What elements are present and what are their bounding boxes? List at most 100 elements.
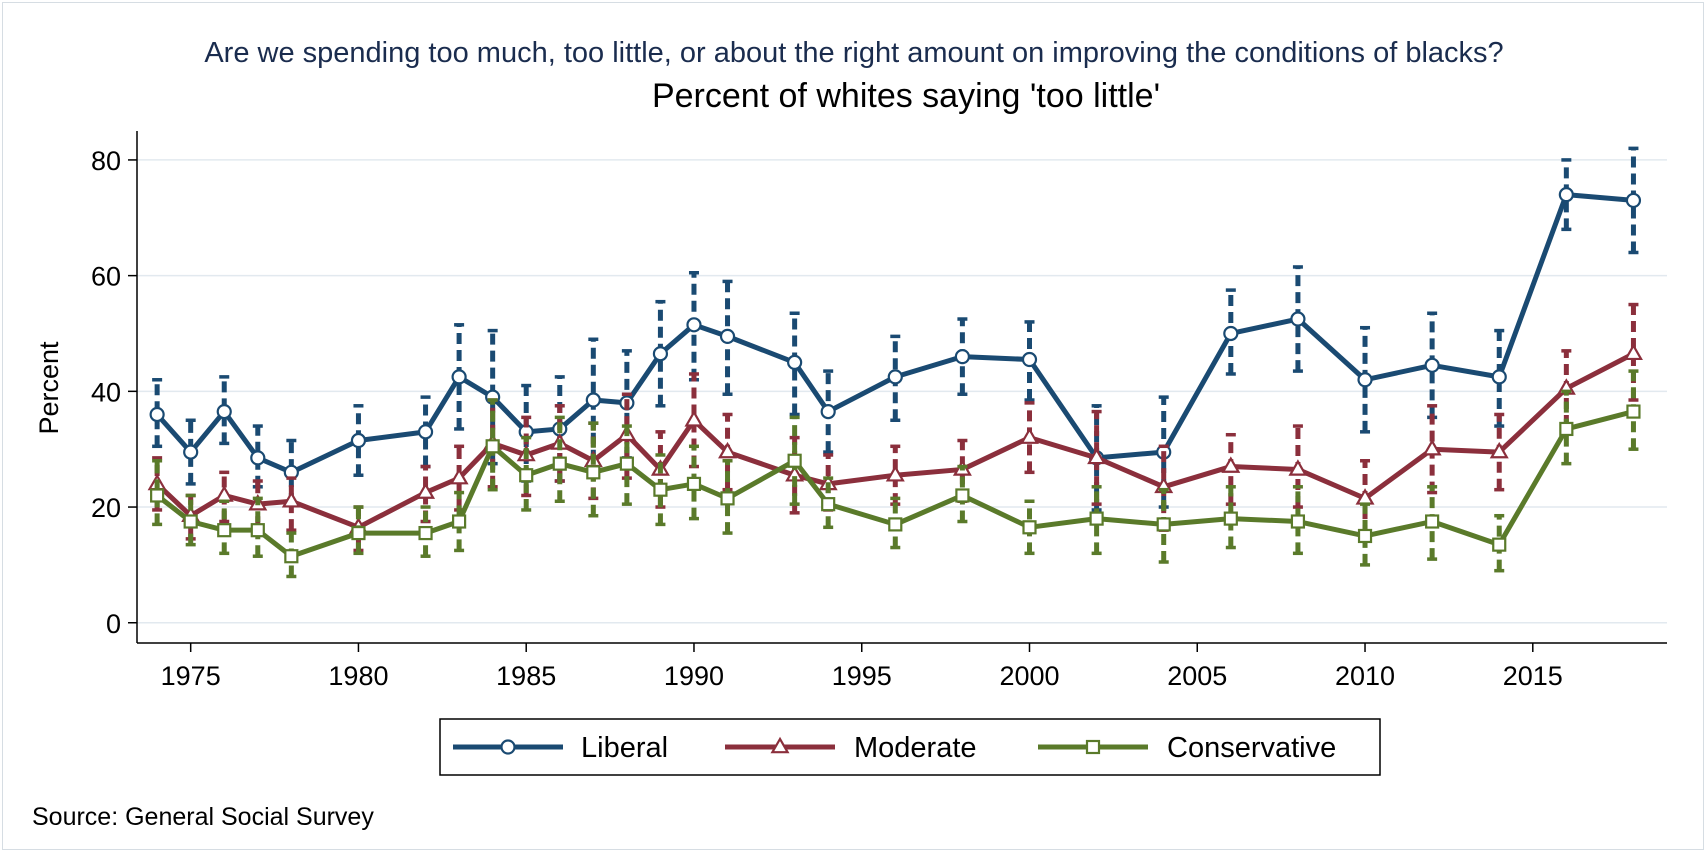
y-tick-label: 0 [106,609,121,639]
x-axis-ticks: 1975 1980 1985 1990 1995 2000 2005 2010 2015 [161,643,1563,691]
conservative-point [1089,511,1104,526]
series-conservative [150,369,1641,579]
x-tick-label: 1995 [832,661,892,691]
conservative-point [217,523,232,538]
liberal-point [887,369,903,385]
moderate-point [684,410,704,427]
y-tick-label: 40 [91,377,121,407]
moderate-point [1623,343,1643,361]
conservative-point [250,523,265,538]
moderate-point [1422,438,1442,456]
conservative-point [888,517,903,532]
conservative-point [552,456,567,471]
x-tick-label: 2005 [1167,661,1227,691]
y-tick-label: 20 [91,493,121,523]
moderate-point [718,441,738,459]
liberal-point [787,354,803,371]
legend-label-liberal: Liberal [581,732,668,764]
legend-box [439,718,1381,776]
liberal-point [719,328,736,344]
source-note: Source: General Social Survey [32,803,374,831]
conservative-point [485,439,500,454]
conservative-point [1626,404,1641,419]
y-tick-label: 80 [91,146,121,176]
moderate-point [281,491,301,508]
liberal-point [1424,357,1440,373]
conservative-point [150,488,165,503]
conservative-point [1357,528,1373,544]
moderate-point [1489,441,1509,459]
y-axis-ticks: 0 20 40 60 80 [91,146,137,639]
legend-marker-conservative [1085,739,1101,755]
liberal-point [417,424,434,440]
conservative-point [1559,421,1574,437]
liberal-point [686,317,702,333]
conservative-point [1223,511,1238,526]
conservative-point [653,482,668,497]
conservative-point [452,514,467,529]
moderate-point [1019,427,1040,444]
x-tick-label: 1980 [328,661,388,691]
liberal-point [1625,192,1642,209]
moderate-point [416,482,436,499]
conservative-point [1156,517,1171,532]
liberal-point [1357,372,1373,388]
x-tick-label: 2010 [1335,661,1395,691]
chart-subtitle: Percent of whites saying 'too little' [652,77,1160,115]
conservative-point [821,497,836,512]
conservative-point [519,468,534,483]
liberal-point [350,432,367,449]
conservative-point [619,456,634,471]
x-tick-label: 1975 [161,661,221,691]
conservative-point [586,465,601,480]
x-tick-label: 2000 [999,661,1059,691]
x-tick-label: 1990 [664,661,724,691]
x-tick-label: 1985 [496,661,556,691]
liberal-point [954,349,970,365]
conservative-point [1290,514,1306,529]
moderate-point [214,485,234,502]
conservative-point [1425,514,1440,529]
liberal-point [1223,325,1239,342]
moderate-point [885,465,905,482]
liberal-point [820,403,836,420]
conservative-point [418,525,433,541]
moderate-line [155,351,1635,530]
liberal-point [1290,311,1306,327]
legend-label-conservative: Conservative [1167,732,1336,764]
liberal-point [585,392,601,408]
liberal-point [183,444,199,460]
moderate-point [449,467,469,485]
conservative-line [155,409,1635,559]
liberal-point [1491,369,1507,385]
moderate-point [1087,447,1107,465]
y-axis-label: Percent [34,341,64,435]
liberal-line [155,192,1634,475]
liberal-point [652,346,669,362]
moderate-point [1288,459,1308,476]
conservative-point [284,549,299,564]
moderate-point [1221,456,1241,473]
liberal-point [250,450,266,466]
chart-title: Are we spending too much, too little, or… [204,37,1503,69]
liberal-point [1021,351,1038,368]
x-tick-label: 2015 [1503,661,1563,691]
gridlines [137,159,1667,624]
liberal-point [149,406,165,423]
y-tick-label: 60 [91,262,121,292]
legend: Liberal Moderate Conservative [439,718,1381,776]
conservative-point [686,476,702,492]
conservative-point [1022,520,1037,535]
conservative-point [1492,537,1507,552]
series-liberal [149,146,1642,512]
legend-marker-liberal [500,739,516,755]
liberal-point [451,369,467,385]
liberal-point [1558,187,1574,203]
conservative-point [351,525,366,541]
legend-marker-moderate [770,736,790,754]
axes [136,131,1667,644]
conservative-point [955,488,970,503]
line-chart: Are we spending too much, too little, or… [32,37,1667,831]
conservative-point [787,453,802,468]
